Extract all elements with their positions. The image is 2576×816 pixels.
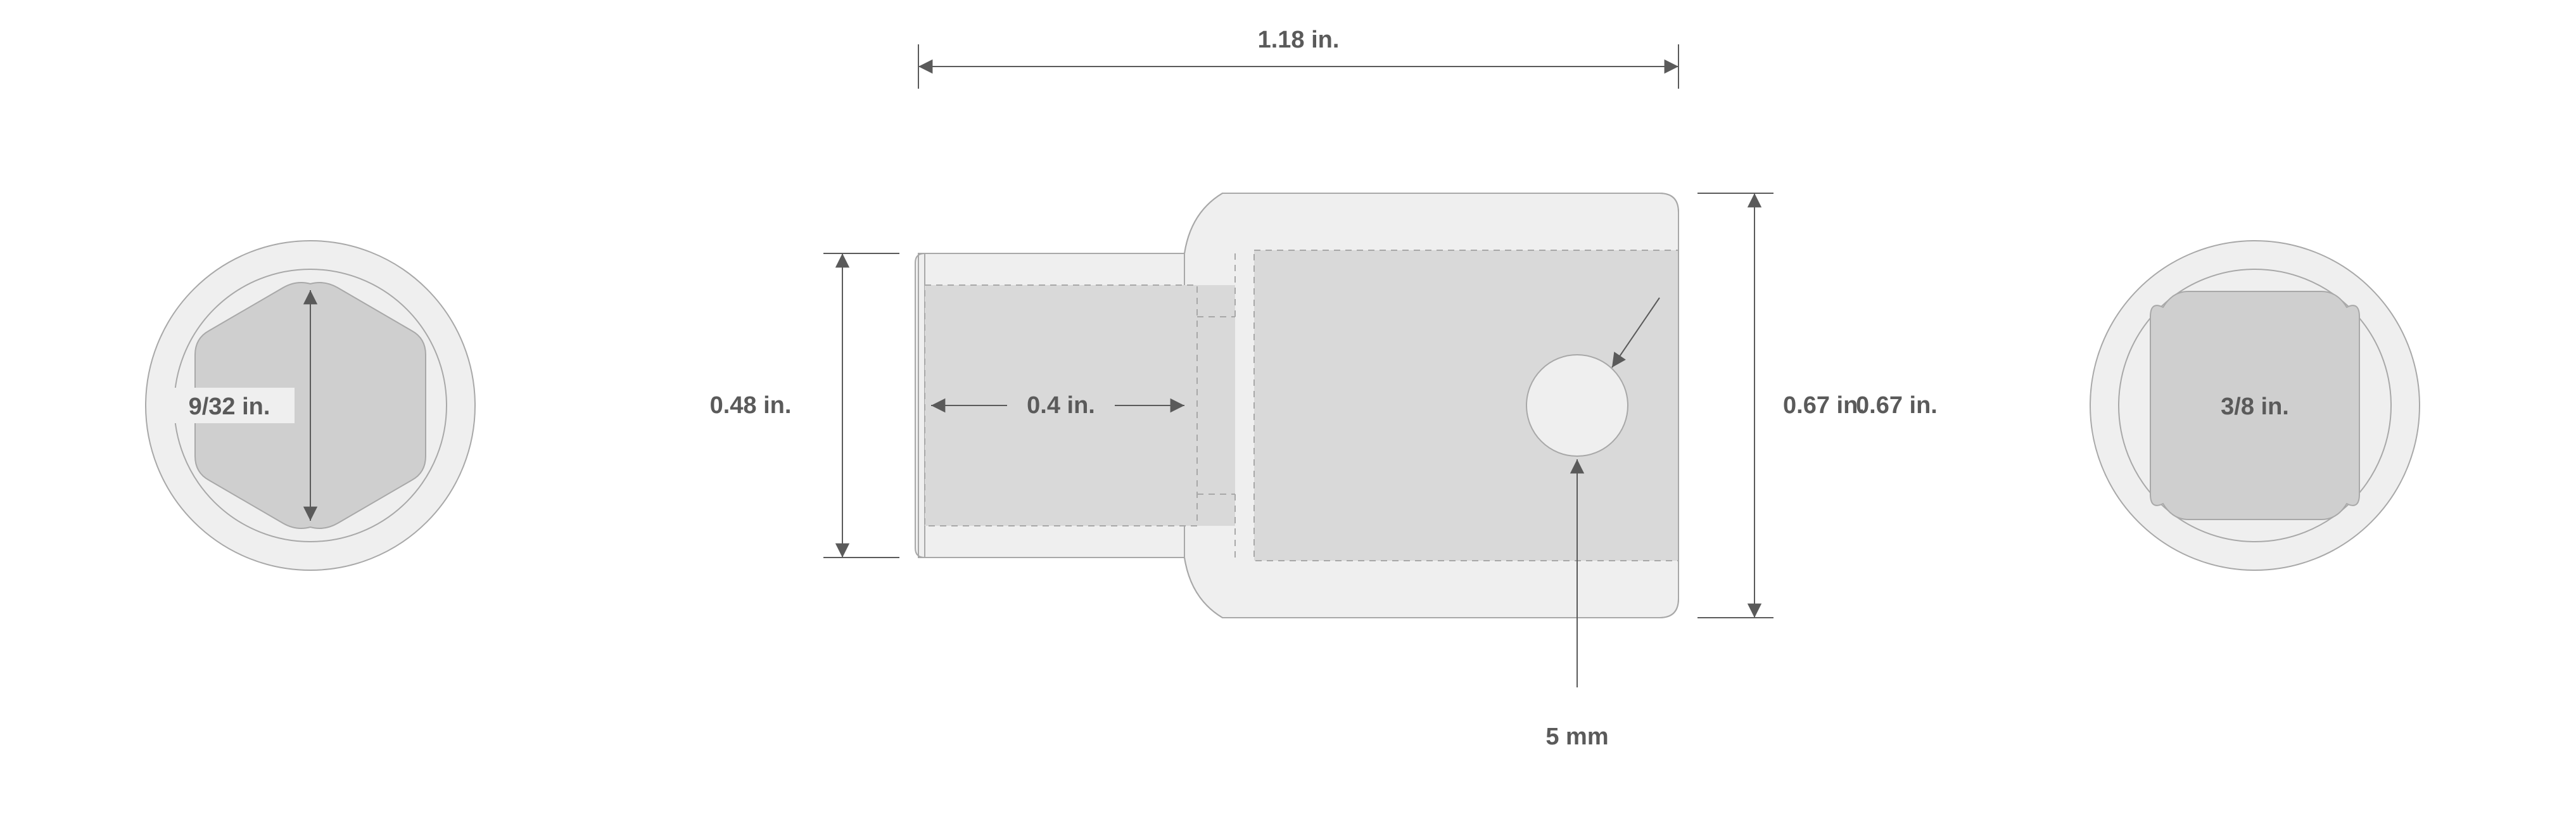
head-height-label-2: 0.67 in. [1783, 392, 1865, 419]
shank-height-label: 0.48 in. [710, 392, 792, 419]
bore-depth-label: 0.4 in. [1027, 392, 1095, 419]
square-drive-end-view: 3/8 in. [2090, 241, 2420, 570]
hex-size-label-2: 9/32 in. [189, 393, 270, 420]
detent-pin [1526, 355, 1628, 456]
square-drive-label: 3/8 in. [2221, 393, 2289, 420]
head-height-label: 0.67 in. [1856, 392, 1938, 419]
pin-diameter-label: 5 mm [1545, 724, 1608, 750]
socket-dimension-diagram: 9/32 in. 9/32 in. 1.18 in. [0, 0, 2576, 816]
hex-end-view: 9/32 in. 9/32 in. [146, 241, 475, 570]
side-profile-view: 1.18 in. 0.48 in. 0.4 in. [710, 27, 1938, 750]
overall-length-label: 1.18 in. [1258, 27, 1340, 53]
